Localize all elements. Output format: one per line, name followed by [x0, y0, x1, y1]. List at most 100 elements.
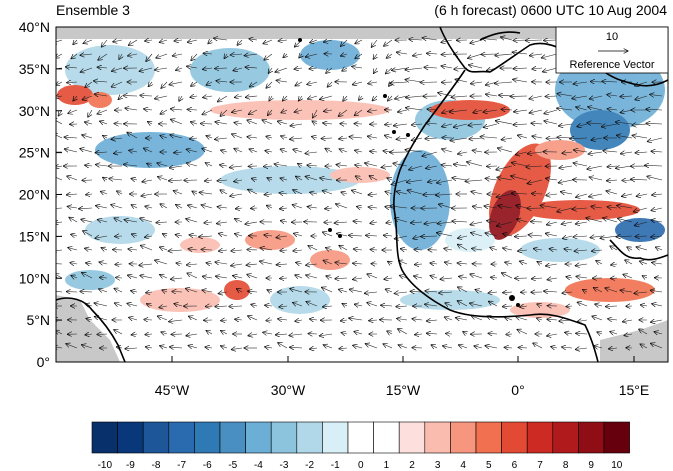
wind-vector — [147, 163, 153, 166]
colorbar-swatch — [219, 421, 246, 454]
wind-vector — [455, 79, 468, 82]
wind-vector — [233, 68, 243, 71]
coastlines — [56, 27, 668, 362]
wind-vector — [496, 193, 513, 197]
wind-vector — [64, 149, 78, 152]
wind-vector — [85, 334, 93, 335]
wind-vector — [157, 316, 168, 321]
wind-vector — [505, 317, 513, 320]
colorbar-swatch — [91, 421, 118, 454]
wind-vector — [651, 343, 663, 349]
wind-vector — [234, 96, 243, 98]
wind-vector — [214, 38, 228, 40]
wind-vector — [268, 67, 272, 73]
wind-vector — [275, 67, 288, 72]
wind-vector — [192, 191, 197, 194]
wind-vector — [414, 264, 423, 265]
wind-vector — [237, 289, 243, 292]
wind-vector — [557, 94, 573, 96]
wind-vector — [506, 334, 513, 335]
colorbar-label: -10 — [98, 460, 113, 471]
wind-vector — [394, 292, 408, 294]
wind-vector — [246, 264, 258, 265]
wind-vector — [235, 219, 243, 222]
wind-vector — [483, 123, 498, 127]
wind-vector — [398, 329, 408, 335]
wind-vector — [111, 81, 123, 87]
wind-vector — [511, 193, 528, 194]
wind-vector — [650, 290, 663, 292]
wind-vector — [128, 275, 138, 278]
wind-vector — [188, 205, 198, 208]
wind-vector — [646, 109, 663, 110]
wind-vector — [453, 164, 468, 166]
wind-vector — [218, 233, 228, 236]
colorbar-swatch — [117, 421, 144, 454]
wind-vector — [607, 95, 618, 97]
wind-vector — [624, 334, 633, 336]
wind-vector — [295, 275, 303, 278]
wind-vector — [437, 233, 453, 237]
wind-vector — [533, 249, 543, 250]
wind-vector — [654, 332, 663, 334]
wind-vector — [247, 274, 258, 279]
wind-vector — [113, 40, 123, 42]
wind-vector — [172, 54, 183, 56]
wind-vector — [280, 278, 288, 279]
wind-vector — [590, 82, 603, 83]
wind-vector — [547, 319, 558, 320]
wind-vector — [635, 236, 648, 237]
wind-vector — [576, 333, 588, 334]
wind-vector — [438, 93, 453, 97]
wind-vector — [414, 276, 423, 278]
wind-vector — [547, 334, 558, 336]
wind-vector — [290, 289, 303, 293]
wind-vector — [293, 190, 303, 195]
islands — [298, 38, 520, 307]
wind-vector — [249, 39, 258, 40]
wind-vector — [437, 222, 453, 224]
wind-vector — [281, 136, 288, 138]
wind-vector — [206, 331, 213, 335]
wind-vector — [385, 289, 393, 292]
wind-vector — [602, 81, 618, 82]
wind-vector — [452, 221, 468, 222]
wind-vector — [80, 291, 93, 292]
wind-vector — [652, 194, 663, 195]
lon-label: 0° — [511, 382, 524, 398]
wind-vector — [322, 287, 333, 293]
wind-vector — [589, 177, 603, 180]
wind-vector — [56, 40, 63, 43]
lat-label: 5°N — [27, 312, 51, 328]
wind-vector — [114, 152, 123, 154]
wind-vector — [264, 53, 273, 60]
wind-vector — [71, 234, 78, 236]
wind-vector — [96, 206, 108, 208]
wind-vector — [186, 149, 198, 152]
reference-vector-label: Reference Vector — [570, 59, 655, 71]
wind-vector — [383, 235, 393, 236]
wind-vector — [276, 80, 288, 82]
wind-vector — [575, 222, 588, 224]
wind-vector — [299, 54, 302, 58]
colorbar-swatch — [552, 421, 579, 454]
wind-vector — [169, 82, 183, 85]
wind-vector — [179, 95, 182, 101]
wind-vector — [515, 152, 528, 155]
wind-vector — [306, 275, 318, 278]
colorbar-swatch — [603, 421, 630, 454]
wind-vector — [67, 206, 78, 208]
wind-vector — [390, 206, 408, 208]
wind-vector — [368, 207, 378, 208]
wind-vector — [502, 273, 513, 279]
wind-vector — [603, 218, 618, 223]
wind-vector — [237, 39, 243, 45]
wind-vector — [393, 124, 408, 126]
wind-vector — [128, 39, 138, 45]
wind-vector — [335, 262, 348, 264]
wind-vector — [400, 249, 408, 250]
wind-vector — [229, 306, 243, 307]
wind-vector — [109, 179, 123, 181]
wind-vector — [323, 123, 333, 124]
wind-vector — [175, 235, 183, 236]
